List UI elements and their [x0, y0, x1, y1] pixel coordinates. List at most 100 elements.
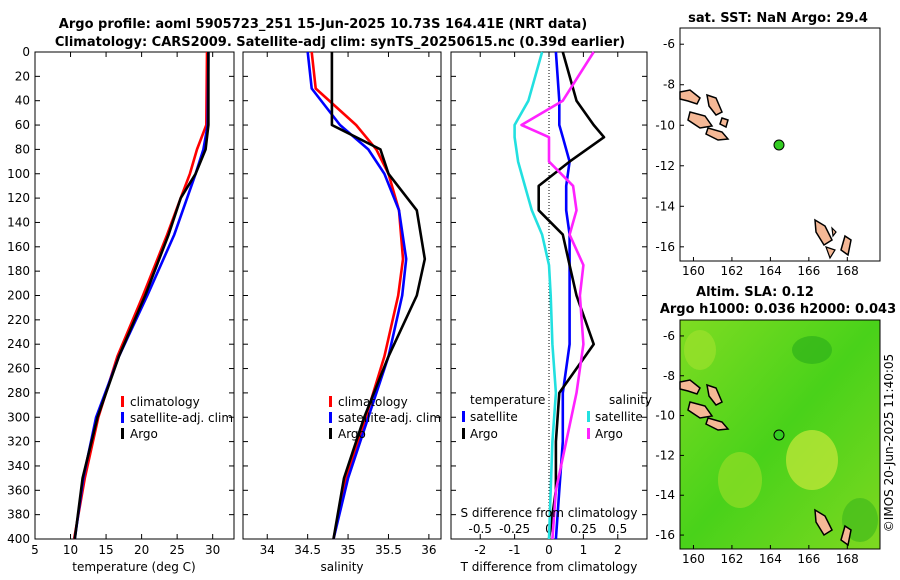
s-difference-xlabel: S difference from climatology: [461, 506, 638, 520]
sst-map-frame: [679, 27, 881, 262]
sla-map-frame: [679, 319, 881, 550]
sla-high-patch: [718, 452, 762, 508]
argo-float-marker: [773, 139, 785, 151]
x-tick-label: 30: [205, 543, 220, 557]
temperature-panel: 0 20 40 60 80 100 120 140 160 180 200 220 240 260 280 3…: [7, 45, 235, 574]
sst-map: 160 162 164 166 168 -6 -8 -10 -12 -14 -16: [655, 27, 881, 278]
y-tick-label: 340: [7, 459, 30, 473]
legend-swatch-satellite: [329, 412, 332, 423]
map-y-tick-label: -16: [655, 528, 675, 542]
x-tick-label: 34.5: [294, 543, 321, 557]
legend-label-satellite: satellite-adj. clim: [338, 411, 441, 425]
series-line-climatology: [310, 51, 405, 540]
series-line-climatology: [72, 51, 209, 540]
map-x-tick-label: 162: [720, 552, 743, 566]
salinity-panel: 34 34.5 35 35.5 36 salinity climatology sate…: [242, 51, 442, 574]
legend-swatch-t-satellite: [462, 411, 465, 422]
map-y-tick-label: -10: [655, 409, 675, 423]
x-tick-label: -2: [474, 543, 486, 557]
x-tick-label: 35.5: [375, 543, 402, 557]
y-tick-label: 320: [7, 435, 30, 449]
difference-legend: temperature salinity satellite Argo sate…: [462, 393, 652, 441]
map-y-tick-label: -10: [655, 118, 675, 132]
x2-tick-label: -0.5: [469, 522, 492, 536]
island: [705, 417, 730, 431]
t-difference-xlabel: T difference from climatology: [460, 560, 638, 574]
main-title-line2: Climatology: CARS2009. Satellite-adj cli…: [55, 35, 625, 50]
y-tick-label: 400: [7, 532, 30, 546]
depth-axis: 0 20 40 60 80 100 120 140 160 180 200 220 240 260 280 3…: [7, 45, 234, 546]
y-tick-label: 280: [7, 386, 30, 400]
x2-tick-label: 0.25: [570, 522, 597, 536]
map-y-tick-label: -8: [663, 78, 675, 92]
sla-map-title-line2: Argo h1000: 0.036 h2000: 0.043: [660, 302, 896, 317]
y-tick-label: 20: [15, 69, 30, 83]
map-x-tick-label: 166: [797, 264, 820, 278]
legend-label-t-argo: Argo: [470, 427, 498, 441]
island: [814, 218, 833, 247]
y-tick-label: 120: [7, 191, 30, 205]
sla-map-axes: 160 162 164 166 168 -6 -8 -10 -12 -14 -16: [655, 329, 858, 566]
series-line-s-argo: [520, 51, 595, 540]
island: [831, 226, 837, 238]
legend-label-argo: Argo: [338, 427, 366, 441]
y-tick-label: 100: [7, 167, 30, 181]
series-line-t-argo: [537, 51, 606, 540]
x-tick-label: 35: [340, 543, 355, 557]
difference-x-axis: -2 -1 0 1 2: [451, 51, 647, 557]
x-tick-label: 2: [614, 543, 622, 557]
x-tick-label: 1: [580, 543, 588, 557]
map-x-tick-label: 160: [682, 552, 705, 566]
islands: [679, 89, 852, 260]
islands: [679, 379, 852, 547]
y-tick-label: 220: [7, 313, 30, 327]
legend-swatch-climatology: [121, 396, 124, 407]
temperature-xlabel: temperature (deg C): [72, 560, 195, 574]
x-tick-label: 5: [31, 543, 39, 557]
sla-high-patch: [786, 430, 838, 490]
x-tick-label: 20: [134, 543, 149, 557]
salinity-x-axis: 34 34.5 35 35.5 36: [243, 51, 441, 557]
map-x-tick-label: 168: [836, 552, 859, 566]
island: [687, 401, 714, 419]
map-y-tick-label: -16: [655, 240, 675, 254]
sla-high-patch: [684, 330, 716, 370]
legend-swatch-climatology: [329, 396, 332, 407]
island: [706, 93, 723, 116]
map-x-tick-label: 168: [836, 264, 859, 278]
legend-swatch-argo: [329, 428, 332, 439]
map-y-tick-label: -12: [655, 159, 675, 173]
x-tick-label: 34: [260, 543, 275, 557]
legend-swatch-satellite: [121, 412, 124, 423]
temperature-axes-frame: [34, 51, 235, 540]
y-tick-label: 160: [7, 240, 30, 254]
y-tick-label: 40: [15, 94, 30, 108]
legend-swatch-s-satellite: [587, 411, 590, 422]
x2-tick-label: 0.5: [608, 522, 627, 536]
y-tick-label: 260: [7, 362, 30, 376]
map-y-tick-label: -14: [655, 199, 675, 213]
legend-label-argo: Argo: [130, 427, 158, 441]
temperature-legend: climatology satellite-adj. clim Argo: [121, 395, 233, 441]
difference-panel: -2 -1 0 1 2 -0.5 -0.25 0 0.25 0.5 T difference f…: [450, 51, 652, 574]
x-tick-label: 0: [545, 543, 553, 557]
island: [706, 383, 723, 406]
island: [840, 524, 852, 547]
series-line-argo: [330, 52, 427, 540]
map-x-tick-label: 160: [682, 264, 705, 278]
island: [814, 508, 833, 537]
map-x-tick-label: 166: [797, 552, 820, 566]
sla-map-title-line1: Altim. SLA: 0.12: [696, 285, 814, 300]
x-tick-label: -1: [509, 543, 521, 557]
island: [840, 234, 852, 257]
salinity-xlabel: salinity: [320, 560, 363, 574]
series-line-s-satellite: [513, 51, 558, 540]
legend-label-satellite: satellite-adj. clim: [130, 411, 233, 425]
legend-header-temperature: temperature: [470, 393, 545, 407]
y-tick-label: 200: [7, 289, 30, 303]
y-tick-label: 180: [7, 264, 30, 278]
x-tick-label: 25: [170, 543, 185, 557]
legend-label-s-satellite: satellite: [595, 410, 643, 424]
island: [705, 127, 730, 141]
